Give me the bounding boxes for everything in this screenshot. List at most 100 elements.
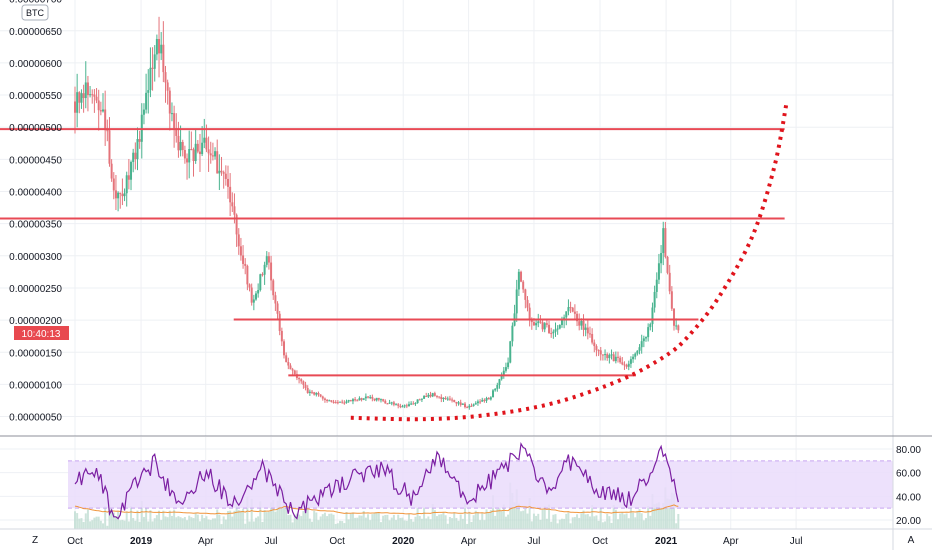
volume-bar [382,515,385,529]
volume-bar [442,511,445,529]
volume-bar [468,511,471,529]
candle-body [349,400,352,402]
candle-body [543,323,546,330]
volume-bar [403,520,406,529]
volume-bar [401,517,404,529]
rsi-tick-label: 60.00 [896,469,921,480]
candle-body [278,313,281,331]
symbol-badge-box[interactable] [21,4,49,21]
volume-bar [623,514,626,529]
volume-bar [388,520,391,529]
candle-body [86,82,89,96]
price-tick-label: 0.00000650 [9,27,62,38]
candle-body [616,356,619,358]
candle-body [472,404,475,406]
volume-bar [336,523,339,529]
candle-body [395,404,398,406]
volume-bar [522,510,525,529]
candle-body [274,295,277,304]
volume-bar [582,510,585,529]
volume-bar [211,518,214,529]
volume-bar [130,506,133,529]
volume-bar [74,511,76,529]
volume-bar [254,517,257,529]
candle-body [155,38,158,55]
volume-bar [362,510,365,529]
volume-bar [304,512,307,529]
candle-body [319,394,322,397]
volume-bar [576,514,579,529]
volume-bar [548,504,551,529]
candle-body [186,158,189,163]
candle-body [259,274,262,291]
volume-bar [175,517,178,529]
candle-body [448,398,451,400]
candle-body [666,256,669,273]
candle-body [145,92,148,110]
volume-bar [317,520,320,529]
volume-bar [668,499,671,529]
candle-body [254,293,257,300]
volume-bar [438,514,441,529]
candle-body [231,202,234,207]
candle-body [194,143,197,161]
volume-bar [360,515,363,529]
candle-body [280,330,283,342]
volume-bar [354,517,357,529]
volume-bar [535,515,538,529]
candle-body [412,403,415,405]
candle-body [606,354,609,359]
volume-bar [435,516,438,529]
candle-body [485,398,488,401]
volume-bar [164,516,167,529]
candle-body [207,149,210,154]
candle-body [455,402,458,404]
volume-bar [291,522,294,529]
candle-body [341,401,344,403]
candle-body [125,175,128,194]
price-axis-ticks: 0.00000050 0.00000100 0.00000150 0.00000200… [9,0,62,424]
volume-bar [530,521,533,529]
volume-bar [379,522,382,529]
candle-body [298,378,301,380]
candle-body [119,192,122,194]
candle-body [550,333,553,335]
volume-bar [601,522,604,529]
candle-body [95,96,98,101]
auto-scale-button[interactable]: A [908,535,915,546]
volume-bars [74,482,680,529]
volume-bar [591,504,594,529]
volume-bar [86,509,89,529]
volume-bar [80,518,83,529]
candle-body [345,401,348,403]
volume-bar [99,520,102,529]
candle-body [313,392,316,395]
candle-body [114,190,117,199]
candle-body [629,359,632,364]
volume-bar [311,521,314,529]
volume-bar [543,506,546,529]
candle-body [302,381,305,385]
volume-bar [147,521,150,529]
volume-bar [588,516,591,529]
volume-bar [326,516,329,529]
candle-body [599,350,602,355]
volume-bar [647,506,650,529]
volume-bar [392,514,395,529]
candle-body [517,271,520,290]
volume-bar [384,514,387,529]
rsi-axis-ticks: 20.00 40.00 60.00 80.00 [896,445,921,527]
volume-bar [339,520,342,529]
candle-body [565,311,568,318]
candle-body [76,92,79,113]
volume-bar [119,520,122,529]
rsi-tick-label: 20.00 [896,516,921,527]
volume-bar [621,512,624,529]
volume-bar [608,516,611,529]
zoom-button[interactable]: Z [32,535,38,546]
volume-bar [625,513,628,529]
candle-body [591,333,594,343]
volume-bar [104,506,107,529]
candle-body [177,135,180,151]
candle-body [97,100,100,111]
